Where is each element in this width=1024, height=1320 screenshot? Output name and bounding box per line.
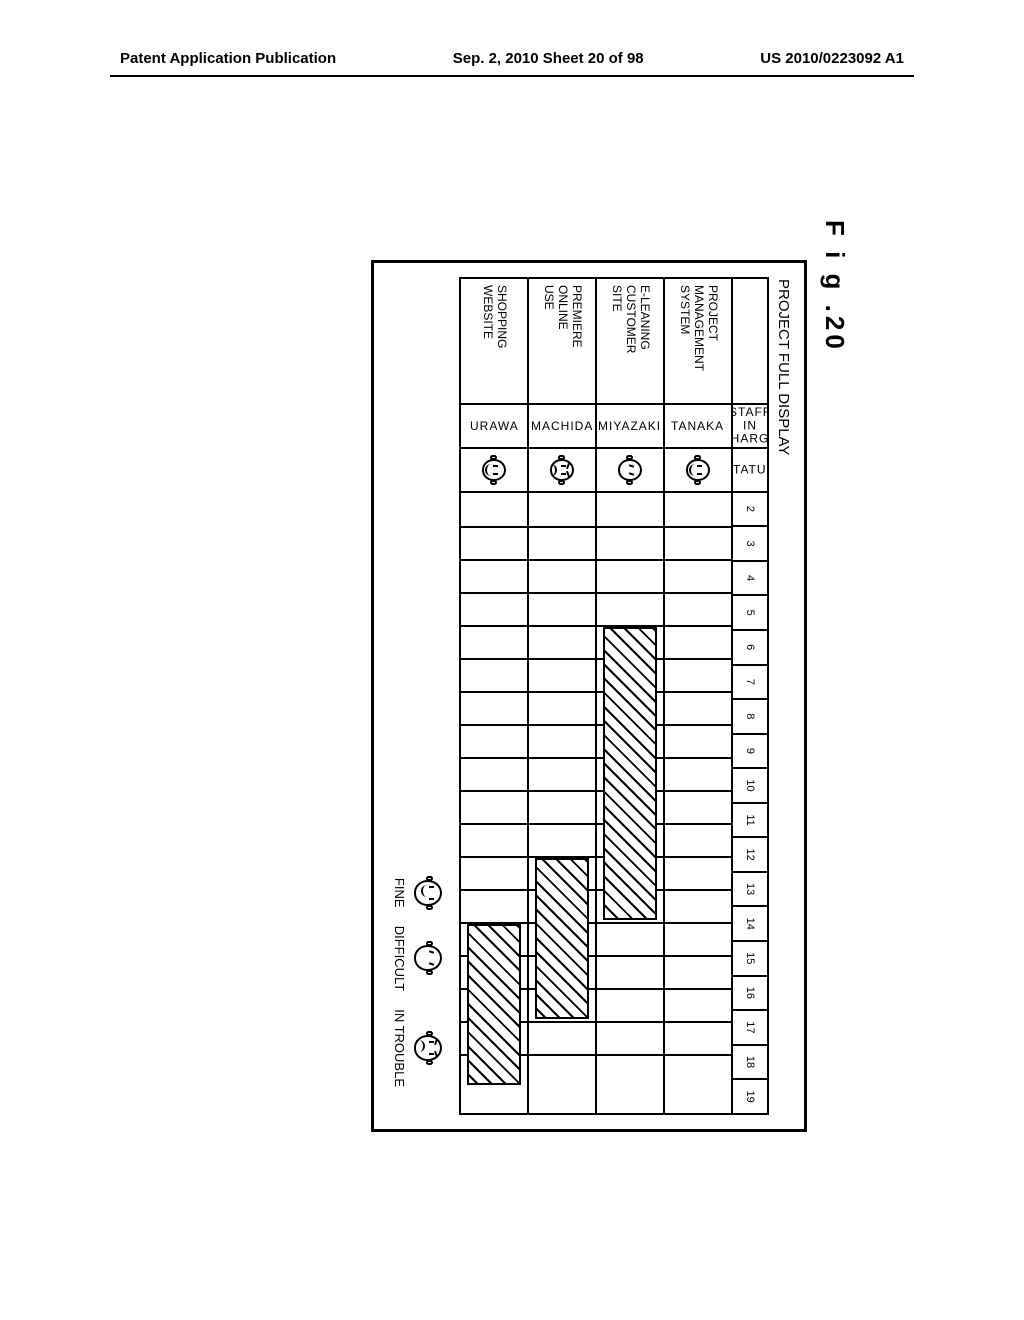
staff-cell: TANAKA (664, 404, 732, 448)
staff-name: MACHIDA (529, 405, 595, 447)
legend-label: FINE (392, 878, 407, 908)
legend-item: IN TROUBLE (392, 1009, 445, 1087)
status-cell (528, 448, 596, 492)
status-cell (596, 448, 664, 492)
col-day: 17 (732, 1010, 768, 1045)
col-day: 12 (732, 837, 768, 872)
figure: F i g .20 PROJECT FULL DISPLAY STAFF IN … (371, 260, 850, 1132)
table-row: E-LEANING CUSTOMER SITEMIYAZAKI (596, 278, 664, 1114)
legend-label: IN TROUBLE (392, 1009, 407, 1087)
staff-cell: URAWA (460, 404, 528, 448)
pub-label: Patent Application Publication (120, 50, 336, 67)
col-day: 6 (732, 630, 768, 665)
gantt-bar (603, 627, 657, 920)
difficult-face-icon (615, 457, 645, 483)
staff-name: URAWA (461, 405, 527, 447)
col-day: 2 (732, 492, 768, 527)
timeline-cell (664, 492, 732, 1114)
staff-name: MIYAZAKI (597, 405, 663, 447)
col-day: 4 (732, 561, 768, 596)
col-day: 7 (732, 665, 768, 700)
col-day: 19 (732, 1079, 768, 1114)
status-cell (460, 448, 528, 492)
timeline-cell (596, 492, 664, 1114)
header-rule (110, 75, 914, 77)
sheet-info: Sep. 2, 2010 Sheet 20 of 98 (453, 50, 644, 67)
screen-frame: PROJECT FULL DISPLAY STAFF IN CHARGE STA… (371, 260, 807, 1132)
gantt-bar (467, 924, 521, 1085)
staff-cell: MIYAZAKI (596, 404, 664, 448)
legend-item: FINE (392, 878, 445, 908)
legend-label: DIFFICULT (392, 926, 407, 991)
col-day: 15 (732, 941, 768, 976)
screen-title: PROJECT FULL DISPLAY (775, 279, 792, 1115)
difficult-face-icon (411, 943, 445, 973)
trouble-face-icon (411, 1033, 445, 1063)
col-day: 9 (732, 734, 768, 769)
col-day: 14 (732, 906, 768, 941)
legend: FINE DIFFICULT IN TROUBLE (392, 277, 445, 1115)
col-day: 11 (732, 803, 768, 838)
status-cell (664, 448, 732, 492)
col-day: 8 (732, 699, 768, 734)
header-row: STAFF IN CHARGE STATUS 2 3 4 5 6 7 8 9 1… (732, 278, 768, 1114)
col-day: 16 (732, 976, 768, 1011)
project-cell: SHOPPING WEBSITE (460, 278, 528, 404)
col-day: 10 (732, 768, 768, 803)
project-cell: E-LEANING CUSTOMER SITE (596, 278, 664, 404)
staff-name: TANAKA (665, 405, 731, 447)
legend-item: DIFFICULT (392, 926, 445, 991)
table-row: PROJECT MANAGEMENT SYSTEMTANAKA (664, 278, 732, 1114)
page-header: Patent Application Publication Sep. 2, 2… (0, 50, 1024, 67)
fine-face-icon (683, 457, 713, 483)
table-row: SHOPPING WEBSITEURAWA (460, 278, 528, 1114)
gantt-bar (535, 858, 589, 1019)
project-cell: PROJECT MANAGEMENT SYSTEM (664, 278, 732, 404)
project-cell: PREMIERE ONLINE USE (528, 278, 596, 404)
timeline-cell (460, 492, 528, 1114)
project-name: SHOPPING WEBSITE (476, 279, 512, 403)
fine-face-icon (479, 457, 509, 483)
col-status: STATUS (732, 448, 768, 492)
fine-face-icon (411, 878, 445, 908)
timeline-cell (528, 492, 596, 1114)
project-name: PREMIERE ONLINE USE (537, 279, 586, 403)
col-day: 13 (732, 872, 768, 907)
gantt-table: STAFF IN CHARGE STATUS 2 3 4 5 6 7 8 9 1… (459, 277, 769, 1115)
project-name: PROJECT MANAGEMENT SYSTEM (673, 279, 722, 403)
staff-cell: MACHIDA (528, 404, 596, 448)
table-row: PREMIERE ONLINE USEMACHIDA (528, 278, 596, 1114)
pub-number: US 2010/0223092 A1 (760, 50, 904, 67)
col-project (732, 278, 768, 404)
col-day: 3 (732, 526, 768, 561)
figure-label: F i g .20 (819, 220, 850, 1132)
project-name: E-LEANING CUSTOMER SITE (605, 279, 654, 403)
col-day: 18 (732, 1045, 768, 1080)
trouble-face-icon (547, 457, 577, 483)
col-staff: STAFF IN CHARGE (732, 404, 768, 448)
col-day: 5 (732, 595, 768, 630)
